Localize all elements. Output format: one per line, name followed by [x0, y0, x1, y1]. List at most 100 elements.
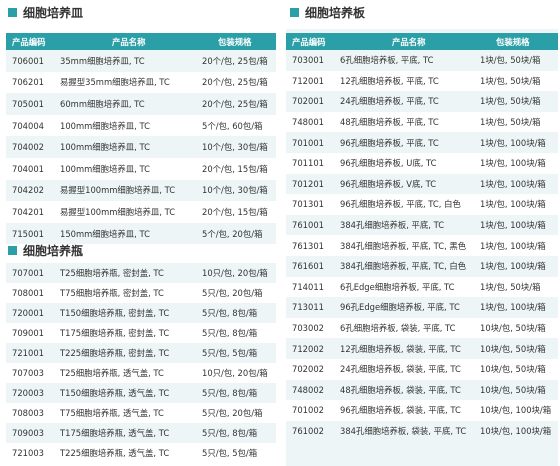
product-code-cell: 720001 — [12, 308, 44, 318]
table-row: 720003 T150细胞培养瓶, 透气盖, TC 5只/包, 8包/箱 — [6, 383, 276, 403]
package-spec-cell: 1块/包, 100块/箱 — [480, 220, 546, 231]
package-spec-cell: 10块/包, 50块/箱 — [480, 323, 546, 334]
table-row: 761001 384孔细胞培养板, 平底, TC 1块/包, 100块/箱 — [286, 214, 558, 236]
product-name-cell: T25细胞培养瓶, 透气盖, TC — [60, 368, 164, 378]
product-code-cell: 712001 — [292, 75, 324, 86]
header-pack: 包装规格 — [496, 36, 530, 47]
product-code-cell: 720003 — [12, 388, 44, 398]
product-name-cell: T225细胞培养瓶, 密封盖, TC — [60, 348, 170, 358]
product-code-cell: 712002 — [292, 343, 324, 354]
product-name-cell: 6孔Edge细胞培养板, 平底, TC — [340, 281, 455, 292]
product-name-cell: T225细胞培养瓶, 透气盖, TC — [60, 448, 170, 458]
flask-section-title: 细胞培养瓶 — [8, 244, 83, 258]
product-name-cell: 384孔细胞培养板, 平底, TC, 白色 — [340, 261, 467, 272]
header-name: 产品名称 — [112, 36, 146, 47]
package-spec-cell: 10只/包, 20包/箱 — [202, 368, 268, 378]
table-row: 706201 易握型35mm细胞培养皿, TC 20个/包, 25包/箱 — [6, 71, 276, 94]
package-spec-cell: 1块/包, 50块/箱 — [480, 96, 541, 107]
package-spec-cell: 5只/包, 8包/箱 — [202, 308, 258, 318]
product-name-cell: T175细胞培养瓶, 透气盖, TC — [60, 428, 170, 438]
product-name-cell: 384孔细胞培养板, 平底, TC, 黑色 — [340, 240, 467, 251]
package-spec-cell: 20个/包, 25包/箱 — [202, 55, 268, 66]
table-row: 761002 384孔细胞培养板, 袋装, 平底, TC 10块/包, 100块/箱 — [286, 420, 558, 442]
plate-table: 产品编码 产品名称 包装规格 703001 6孔细胞培养板, 平底, TC 1块/包… — [286, 33, 558, 442]
table-row: 721001 T225细胞培养瓶, 密封盖, TC 5只/包, 5包/箱 — [6, 343, 276, 363]
header-pack: 包装规格 — [218, 36, 252, 47]
package-spec-cell: 1块/包, 100块/箱 — [480, 158, 546, 169]
table-row: 720001 T150细胞培养瓶, 密封盖, TC 5只/包, 8包/箱 — [6, 303, 276, 323]
package-spec-cell: 10块/包, 50块/箱 — [480, 384, 546, 395]
product-code-cell: 748001 — [292, 117, 324, 128]
product-name-cell: 易握型35mm细胞培养皿, TC — [60, 77, 170, 88]
product-name-cell: T150细胞培养瓶, 密封盖, TC — [60, 308, 170, 318]
product-code-cell: 701201 — [292, 178, 324, 189]
flask-title-text: 细胞培养瓶 — [23, 244, 84, 258]
table-row: 708003 T75细胞培养瓶, 透气盖, TC 5只/包, 20包/箱 — [6, 403, 276, 423]
table-row: 748002 48孔细胞培养板, 袋装, 平底, TC 10块/包, 50块/箱 — [286, 379, 558, 401]
product-code-cell: 704004 — [12, 120, 44, 131]
table-row: 721003 T225细胞培养瓶, 透气盖, TC 5只/包, 5包/箱 — [6, 443, 276, 463]
product-code-cell: 707001 — [12, 268, 44, 278]
package-spec-cell: 1块/包, 100块/箱 — [480, 199, 546, 210]
table-row: 714011 6孔Edge细胞培养板, 平底, TC 1块/包, 50块/箱 — [286, 276, 558, 298]
table-row: 704201 易握型100mm细胞培养皿, TC 20个/包, 15包/箱 — [6, 201, 276, 223]
product-name-cell: 易握型100mm细胞培养皿, TC — [60, 206, 176, 217]
package-spec-cell: 1块/包, 50块/箱 — [480, 117, 541, 128]
package-spec-cell: 5只/包, 5包/箱 — [202, 348, 258, 358]
product-name-cell: 96孔细胞培养板, 平底, TC, 白色 — [340, 199, 461, 210]
product-code-cell: 704001 — [12, 163, 44, 174]
product-name-cell: 96孔细胞培养板, V底, TC — [340, 178, 437, 189]
package-spec-cell: 10块/包, 50块/箱 — [480, 343, 546, 354]
package-spec-cell: 20个/包, 25包/箱 — [202, 77, 268, 88]
product-name-cell: 96孔细胞培养板, 袋装, 平底, TC — [340, 405, 461, 416]
product-name-cell: 6孔细胞培养板, 袋装, 平底, TC — [340, 323, 456, 334]
product-code-cell: 748002 — [292, 384, 324, 395]
package-spec-cell: 10只/包, 20包/箱 — [202, 268, 268, 278]
table-row: 704001 100mm细胞培养皿, TC 20个/包, 15包/箱 — [6, 157, 276, 180]
product-code-cell: 708001 — [12, 288, 44, 298]
table-row: 701002 96孔细胞培养板, 袋装, 平底, TC 10块/包, 100块/箱 — [286, 400, 558, 421]
dish-table: 产品编码 产品名称 包装规格 706001 35mm细胞培养皿, TC 20个/包,… — [6, 33, 276, 245]
section-square-icon — [8, 8, 17, 17]
table-row: 703001 6孔细胞培养板, 平底, TC 1块/包, 50块/箱 — [286, 50, 558, 71]
table-row: 708001 T75细胞培养瓶, 密封盖, TC 5只/包, 20包/箱 — [6, 283, 276, 303]
plate-background — [286, 29, 558, 466]
product-code-cell: 701002 — [292, 405, 324, 416]
product-code-cell: 761001 — [292, 220, 324, 231]
product-name-cell: 96孔细胞培养板, 平底, TC — [340, 137, 439, 148]
package-spec-cell: 10块/包, 50块/箱 — [480, 364, 546, 375]
product-name-cell: 100mm细胞培养皿, TC — [60, 142, 150, 153]
package-spec-cell: 1块/包, 100块/箱 — [480, 261, 546, 272]
product-name-cell: 384孔细胞培养板, 袋装, 平底, TC — [340, 425, 467, 436]
product-name-cell: 24孔细胞培养板, 袋装, 平底, TC — [340, 364, 461, 375]
product-name-cell: 12孔细胞培养板, 平底, TC — [340, 75, 439, 86]
product-name-cell: 60mm细胞培养皿, TC — [60, 98, 145, 109]
table-row: 707003 T25细胞培养瓶, 透气盖, TC 10只/包, 20包/箱 — [6, 363, 276, 383]
package-spec-cell: 5只/包, 8包/箱 — [202, 428, 258, 438]
table-row: 706001 35mm细胞培养皿, TC 20个/包, 25包/箱 — [6, 50, 276, 72]
table-row: 709003 T175细胞培养瓶, 透气盖, TC 5只/包, 8包/箱 — [6, 423, 276, 443]
product-code-cell: 701001 — [292, 137, 324, 148]
package-spec-cell: 10块/包, 100块/箱 — [480, 405, 552, 416]
package-spec-cell: 1块/包, 50块/箱 — [480, 55, 541, 66]
table-row: 761301 384孔细胞培养板, 平底, TC, 黑色 1块/包, 100块/箱 — [286, 235, 558, 256]
product-code-cell: 715001 — [12, 228, 44, 239]
header-name: 产品名称 — [392, 36, 426, 47]
package-spec-cell: 1块/包, 100块/箱 — [480, 178, 546, 189]
product-code-cell: 721001 — [12, 348, 44, 358]
product-code-cell: 704201 — [12, 206, 44, 217]
package-spec-cell: 5只/包, 8包/箱 — [202, 328, 258, 338]
dish-title-text: 细胞培养皿 — [23, 6, 84, 20]
product-code-cell: 707003 — [12, 368, 44, 378]
table-row: 712001 12孔细胞培养板, 平底, TC 1块/包, 50块/箱 — [286, 70, 558, 92]
package-spec-cell: 5个/包, 20包/箱 — [202, 228, 263, 239]
package-spec-cell: 1块/包, 50块/箱 — [480, 75, 541, 86]
package-spec-cell: 10个/包, 30包/箱 — [202, 185, 268, 196]
plate-table-header: 产品编码 产品名称 包装规格 — [286, 33, 558, 50]
product-code-cell: 703002 — [292, 323, 324, 334]
product-code-cell: 703001 — [292, 55, 324, 66]
flask-table: 707001 T25细胞培养瓶, 密封盖, TC 10只/包, 20包/箱 70800… — [6, 263, 276, 463]
package-spec-cell: 1块/包, 100块/箱 — [480, 137, 546, 148]
product-name-cell: 12孔细胞培养板, 袋装, 平底, TC — [340, 343, 461, 354]
table-row: 712002 12孔细胞培养板, 袋装, 平底, TC 10块/包, 50块/箱 — [286, 338, 558, 359]
